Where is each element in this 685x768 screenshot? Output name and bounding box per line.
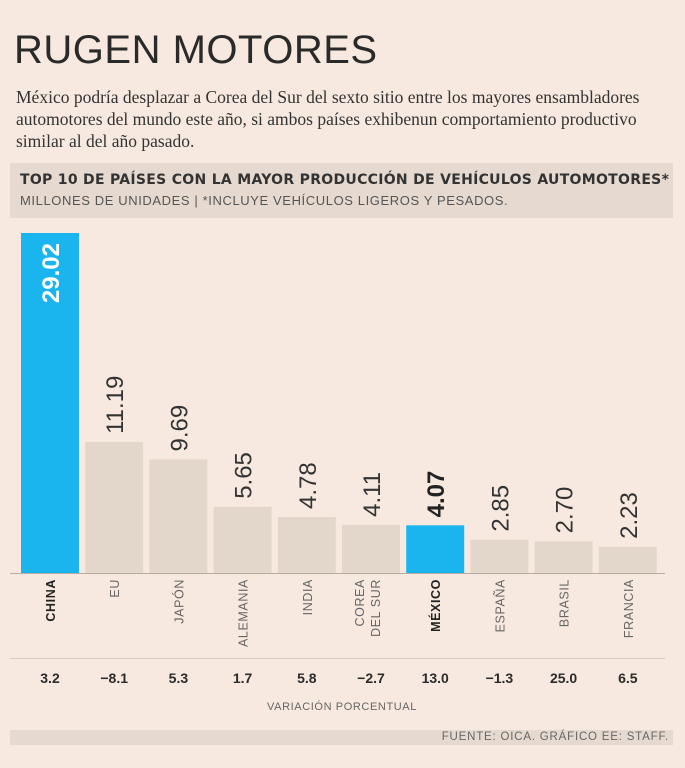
bar: [534, 541, 593, 573]
source-footer: FUENTE: OICA. GRÁFICO EE: STAFF.: [10, 730, 673, 745]
value-label: 2.23: [616, 492, 643, 539]
chart-heading: TOP 10 DE PAÍSES CON LA MAYOR PRODUCCIÓN…: [20, 172, 670, 188]
variation-value: 13.0: [422, 670, 449, 686]
category-label: DEL SUR: [369, 579, 383, 637]
category-label: ESPAÑA: [493, 579, 507, 632]
category-label: CHINA: [44, 579, 58, 622]
category-label: ALEMANIA: [237, 579, 251, 647]
variation-value: 1.7: [233, 670, 253, 686]
variation-value: −1.3: [486, 670, 514, 686]
bar: [149, 459, 208, 573]
value-label: 29.02: [38, 243, 65, 303]
value-label: 2.70: [552, 487, 579, 534]
chart-title: RUGEN MOTORES: [14, 28, 378, 72]
variation-value: 6.5: [618, 670, 638, 686]
category-label: MÉXICO: [428, 579, 443, 632]
value-label: 11.19: [102, 376, 129, 434]
bar: [342, 524, 400, 573]
category-label: COREA: [353, 579, 367, 627]
category-label: INDIA: [301, 579, 315, 615]
value-label: 4.78: [295, 462, 322, 509]
bar: [470, 539, 529, 573]
value-label: 9.69: [166, 405, 193, 452]
variation-value: 5.3: [169, 670, 189, 686]
value-label: 4.07: [423, 471, 450, 518]
variation-value: 5.8: [297, 670, 317, 686]
variation-value: 25.0: [550, 670, 577, 686]
category-label: FRANCIA: [622, 579, 636, 638]
category-label: BRASIL: [558, 579, 572, 627]
source-text: FUENTE: OICA. GRÁFICO EE: STAFF.: [441, 731, 669, 743]
bar-chart: 29.02 CHINA 3.2 11.19 EU −8.1 9.69 JAPÓN 5.3 5.65…: [10, 233, 665, 713]
chart-subtitle: México podría desplazar a Corea del Sur …: [16, 87, 640, 151]
bar: [406, 525, 465, 573]
chart-units-note: MILLONES DE UNIDADES | *INCLUYE VEHÍCULO…: [20, 193, 509, 208]
category-label: EU: [108, 579, 122, 598]
value-label: 4.11: [359, 472, 386, 517]
bar: [598, 546, 657, 573]
variation-value: 3.2: [40, 670, 60, 686]
chart-header-band: TOP 10 DE PAÍSES CON LA MAYOR PRODUCCIÓN…: [10, 163, 673, 218]
value-label: 2.85: [487, 485, 514, 532]
category-label: JAPÓN: [171, 579, 186, 624]
variation-axis-label: VARIACIÓN PORCENTUAL: [267, 700, 417, 713]
variation-value: −8.1: [100, 670, 128, 686]
bar: [85, 441, 144, 573]
value-label: 5.65: [231, 452, 258, 499]
bar: [213, 506, 272, 573]
variation-value: −2.7: [357, 670, 385, 686]
bar: [21, 233, 79, 573]
bar: [277, 516, 336, 573]
